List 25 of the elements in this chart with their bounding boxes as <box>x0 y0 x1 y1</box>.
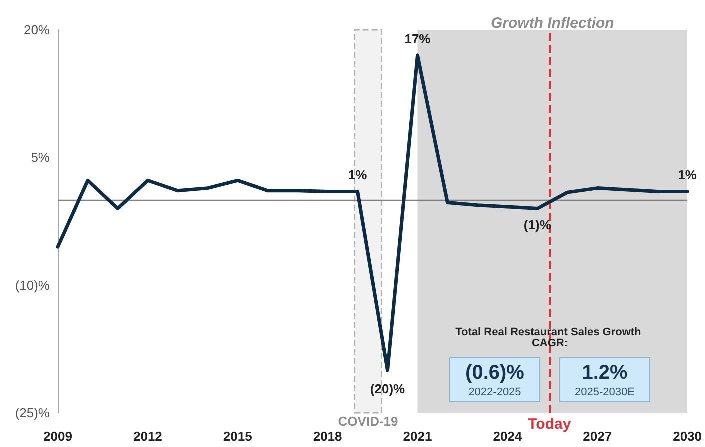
x-tick-label: 2021 <box>403 429 432 444</box>
x-tick-label: 2024 <box>493 429 523 444</box>
annotation: 2025-2030E <box>575 386 635 398</box>
x-tick-label: 2018 <box>313 429 342 444</box>
data-label: 1% <box>678 168 698 183</box>
data-label: 1% <box>348 168 368 183</box>
annotation: Total Real Restaurant Sales Growth CAGR: <box>456 326 644 350</box>
y-tick-label: (10)% <box>15 278 50 293</box>
x-tick-label: 2027 <box>583 429 612 444</box>
data-label: (20)% <box>370 381 406 396</box>
data-label: (1)% <box>524 218 552 233</box>
x-tick-label: 2015 <box>223 429 252 444</box>
x-tick-label: 2009 <box>44 429 72 444</box>
y-tick-label: 5% <box>31 150 50 166</box>
y-tick-label: (25)% <box>15 406 50 420</box>
y-tick-label: 20% <box>24 22 50 38</box>
data-label: 17% <box>404 32 432 47</box>
ref-line-label: Today <box>528 416 572 433</box>
annotation: (0.6)% <box>466 362 525 384</box>
x-tick-label: 2030 <box>673 429 702 444</box>
annotation: 1.2% <box>582 362 628 384</box>
annotation: 2022-2025 <box>468 386 522 398</box>
band-label: COVID-19 <box>338 414 398 429</box>
x-tick-label: 2012 <box>133 429 162 444</box>
band-label: Growth Inflection <box>490 15 614 32</box>
